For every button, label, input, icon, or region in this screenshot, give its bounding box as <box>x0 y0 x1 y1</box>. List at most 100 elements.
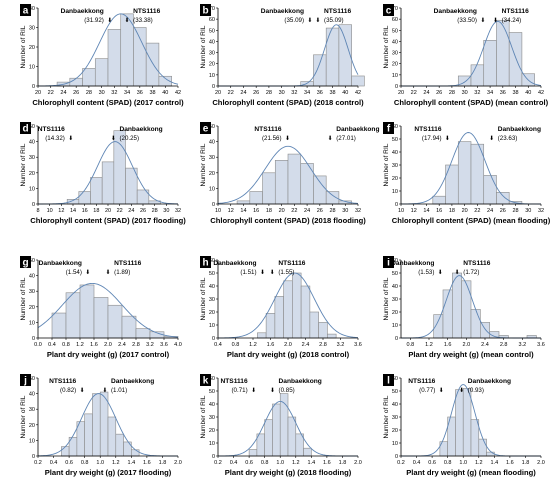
x-tick-label: 26 <box>317 208 323 214</box>
histogram-bar <box>496 192 510 205</box>
panel-label: a <box>23 6 29 17</box>
x-tick-label: 0.8 <box>62 342 70 348</box>
parent-value: (21.56) <box>262 135 282 142</box>
y-tick-label: 20 <box>209 310 215 316</box>
y-tick-label: 30 <box>29 407 35 413</box>
y-tick-label: 20 <box>29 305 35 311</box>
down-arrow-icon: ⬇ <box>438 269 443 276</box>
x-axis-label: Plant dry weight (g) (2018 control) <box>227 350 350 359</box>
down-arrow-icon: ⬇ <box>106 269 111 276</box>
x-tick-label: 2.4 <box>302 342 310 348</box>
x-tick-label: 0.8 <box>444 460 452 466</box>
histogram-bar <box>457 141 472 205</box>
down-arrow-icon: ⬇ <box>68 135 73 142</box>
panel-label: k <box>203 376 209 387</box>
y-tick-label: 0 <box>32 84 35 90</box>
parent-name: NTS1116 <box>49 378 76 385</box>
histogram-bar <box>486 451 495 457</box>
parent-value: (0.85) <box>279 387 295 394</box>
x-tick-label: 1.6 <box>444 342 452 348</box>
normal-curve <box>37 13 179 87</box>
histogram-bar <box>338 24 352 87</box>
x-tick-label: 42 <box>538 90 544 96</box>
panel-f: 10 12 14 16 18 20 22 24 26 28 30 320102030405060Chl… <box>383 122 550 225</box>
x-tick-label: 1.8 <box>339 460 347 466</box>
panel-label: i <box>387 258 390 269</box>
x-tick-label: 2.0 <box>104 342 112 348</box>
parent-name: NTS1116 <box>414 126 441 133</box>
y-tick-label: 40 <box>209 284 215 290</box>
y-tick-label: 40 <box>392 402 398 408</box>
panel-label-box <box>20 374 31 386</box>
y-tick-label: 50 <box>29 258 35 264</box>
panel-d: 8 10 12 14 16 18 20 22 24 26 28 30 32 0 10 20 30 40 50 Chlo… <box>20 122 186 225</box>
down-arrow-icon: ⬇ <box>315 17 320 24</box>
x-tick-label: 0.0 <box>34 342 42 348</box>
histogram-bar <box>478 438 487 457</box>
parent-name: Danbaekkong <box>213 260 256 267</box>
histogram-bar <box>133 27 147 87</box>
histogram-bar <box>135 328 151 339</box>
panel-label-box <box>383 122 394 134</box>
histogram-bar <box>107 416 117 457</box>
y-tick-label: 70 <box>209 6 215 12</box>
panel-label-box <box>20 4 31 16</box>
histogram-bar <box>101 161 115 205</box>
normal-curve <box>401 132 542 205</box>
panel-label-box <box>200 122 211 134</box>
histogram-bar <box>272 403 281 457</box>
parent-value: (1.89) <box>114 269 130 276</box>
y-axis-label: Number of RIL <box>200 395 207 438</box>
parent-value: (27.01) <box>336 135 356 142</box>
parent-name: NTS1116 <box>502 8 529 15</box>
down-arrow-icon: ⬇ <box>102 387 107 394</box>
down-arrow-icon: ⬇ <box>270 387 275 394</box>
parent-value: (0.93) <box>468 387 484 394</box>
parent-name: Danbaekkong <box>61 8 104 15</box>
y-tick-label: 20 <box>29 423 35 429</box>
x-tick-label: 16 <box>436 208 442 214</box>
x-tick-label: 20 <box>105 208 111 214</box>
y-tick-label: 40 <box>29 6 35 12</box>
x-tick-label: 0.4 <box>50 460 58 466</box>
histogram-bar <box>461 280 472 339</box>
histogram-bar <box>309 311 319 339</box>
panel-label-box <box>200 256 211 268</box>
parent-name: Danbaekkong <box>468 378 511 385</box>
panel-k: 0.2 0.4 0.6 0.8 1.0 1.2 1.4 1.6 1.8 2.0 0 10 20 30 40 5… <box>200 374 362 477</box>
x-tick-label: 1.4 <box>308 460 316 466</box>
x-tick-label: 10 <box>47 208 53 214</box>
histogram-bar <box>78 191 91 205</box>
x-tick-label: 0.2 <box>34 460 42 466</box>
x-tick-label: 16 <box>82 208 88 214</box>
down-arrow-icon: ⬇ <box>125 17 130 24</box>
x-axis-label: Chlorophyll content (SPAD) (2018 control… <box>212 98 364 107</box>
y-tick-label: 10 <box>29 320 35 326</box>
x-tick-label: 22 <box>228 90 234 96</box>
histogram-bar <box>131 449 140 457</box>
y-tick-label: 40 <box>392 284 398 290</box>
parent-name: NTS1116 <box>278 260 305 267</box>
y-tick-label: 10 <box>209 73 215 79</box>
x-tick-label: 2.8 <box>500 342 508 348</box>
histogram-bar <box>249 191 263 205</box>
x-tick-label: 2.0 <box>463 342 471 348</box>
parent-value: (1.51) <box>240 269 256 276</box>
histogram-bar <box>292 272 302 339</box>
y-tick-label: 10 <box>29 186 35 192</box>
x-tick-label: 1.8 <box>522 460 530 466</box>
normal-curve <box>217 272 359 339</box>
y-tick-label: 20 <box>209 171 215 177</box>
histogram-bar <box>69 77 83 87</box>
y-axis-label: Number of RIL <box>383 277 390 320</box>
histogram-bar <box>483 40 497 87</box>
panel-label: e <box>203 124 209 135</box>
histogram-bar <box>470 419 480 457</box>
x-tick-label: 2.0 <box>174 460 182 466</box>
x-tick-label: 1.2 <box>292 460 300 466</box>
x-tick-label: 42 <box>355 90 361 96</box>
histogram-bar <box>300 285 311 339</box>
panel-e: 10 12 14 16 18 20 22 24 26 28 30 3201020304050Chlor… <box>200 122 379 225</box>
parent-value: (31.92) <box>84 17 104 24</box>
x-tick-label: 22 <box>291 208 297 214</box>
